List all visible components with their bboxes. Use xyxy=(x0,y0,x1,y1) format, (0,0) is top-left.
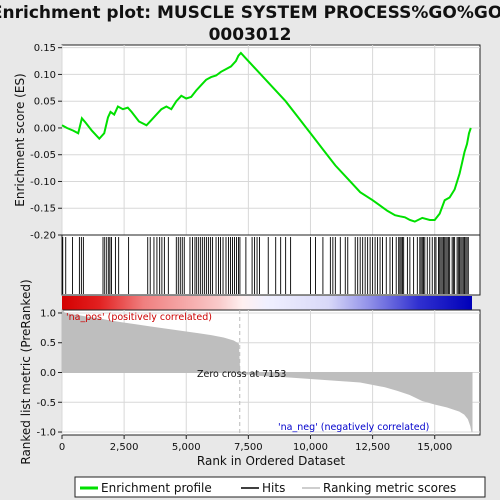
es-y-axis-ticks: -0.20 -0.15 -0.10 -0.05 0.00 0.05 0.10 0.15 xyxy=(30,43,62,242)
positive-correlation-label: 'na_pos' (positively correlated) xyxy=(66,312,212,323)
negative-correlation-label: 'na_neg' (negatively correlated) xyxy=(278,422,429,433)
legend-label-hits: Hits xyxy=(262,481,285,495)
legend-label-enrichment-profile: Enrichment profile xyxy=(101,481,212,495)
x-tick-label: 2,500 xyxy=(110,442,139,453)
es-y-tick-label: 0.10 xyxy=(34,70,56,81)
metric-y-tick-label: -0.5 xyxy=(36,398,56,409)
es-y-tick-label: 0.15 xyxy=(34,43,56,54)
es-y-tick-label: -0.05 xyxy=(30,150,56,161)
es-gridlines xyxy=(61,45,480,236)
x-tick-label: 10,000 xyxy=(293,442,328,453)
es-y-axis-label: Enrichment score (ES) xyxy=(13,73,27,206)
x-tick-label: 12,500 xyxy=(355,442,390,453)
rank-color-bar xyxy=(62,296,472,310)
chart-title-line2: 0003012 xyxy=(209,25,292,45)
metric-x-axis-ticks: 0 2,500 5,000 7,500 10,000 12,500 15,000 xyxy=(59,435,452,453)
es-y-tick-label: -0.10 xyxy=(30,177,56,188)
es-plot-area xyxy=(61,44,481,236)
x-tick-label: 7,500 xyxy=(234,442,263,453)
x-tick-label: 15,000 xyxy=(417,442,452,453)
es-y-tick-label: 0.00 xyxy=(34,123,56,134)
metric-y-axis-label: Ranked list metric (PreRanked) xyxy=(19,279,33,464)
ranking-metric-area xyxy=(61,308,473,433)
legend: Enrichment profile Hits Ranking metric s… xyxy=(74,476,486,498)
x-tick-label: 5,000 xyxy=(172,442,201,453)
color-gradient-bar xyxy=(62,296,472,310)
metric-y-tick-label: 0.5 xyxy=(40,338,56,349)
legend-label-ranking-metric: Ranking metric scores xyxy=(323,481,456,495)
metric-y-tick-label: -1.0 xyxy=(36,428,56,439)
metric-panel: -1.0 -0.5 0.0 0.5 1.0 0 2,500 5,000 7,500 10,000… xyxy=(19,279,481,468)
zero-cross-label: Zero cross at 7153 xyxy=(197,369,286,380)
hits-plot-area xyxy=(61,234,481,296)
chart-title-line1: Enrichment plot: MUSCLE SYSTEM PROCESS%G… xyxy=(0,3,500,23)
metric-y-tick-label: 1.0 xyxy=(40,308,56,319)
es-y-tick-label: -0.15 xyxy=(30,204,56,215)
hits-panel xyxy=(61,234,481,296)
hit-marks xyxy=(62,237,469,294)
es-y-tick-label: -0.20 xyxy=(30,231,56,242)
x-tick-label: 0 xyxy=(59,442,65,453)
enrichment-profile-line xyxy=(61,51,472,223)
x-axis-label: Rank in Ordered Dataset xyxy=(197,454,345,468)
metric-y-tick-label: 0.0 xyxy=(40,368,56,379)
metric-y-axis-ticks: -1.0 -0.5 0.0 0.5 1.0 xyxy=(36,308,62,439)
es-panel: -0.20 -0.15 -0.10 -0.05 0.00 0.05 0.10 0.15 Enr… xyxy=(13,43,481,242)
es-y-tick-label: 0.05 xyxy=(34,97,56,108)
legend-box xyxy=(74,476,486,498)
